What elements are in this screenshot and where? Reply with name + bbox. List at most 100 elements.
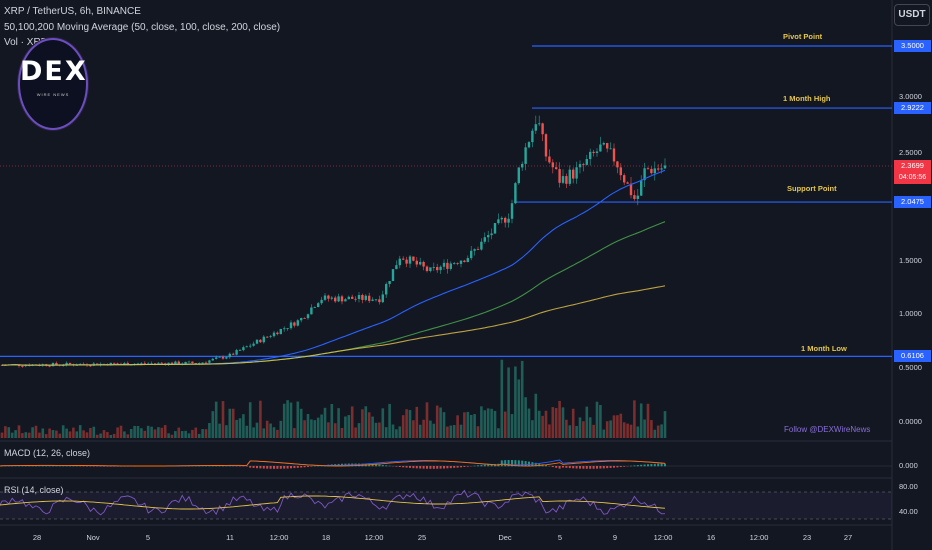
candle-body bbox=[483, 237, 486, 242]
volume-bar bbox=[160, 427, 164, 438]
candle-body bbox=[592, 151, 595, 153]
volume-bar bbox=[449, 425, 453, 438]
volume-bar bbox=[10, 432, 14, 438]
candle-body bbox=[55, 362, 58, 365]
macd-histogram-bar bbox=[504, 460, 507, 467]
macd-line bbox=[0, 459, 666, 467]
candle-body bbox=[235, 350, 238, 355]
candle-body bbox=[113, 362, 116, 364]
macd-histogram-bar bbox=[514, 460, 517, 467]
volume-bar bbox=[68, 431, 72, 438]
time-axis-label: 12:00 bbox=[653, 533, 673, 542]
volume-bar bbox=[157, 427, 160, 438]
volume-bar bbox=[293, 428, 296, 438]
volume-bar bbox=[24, 432, 28, 438]
currency-button[interactable]: USDT bbox=[894, 4, 930, 26]
volume-bar bbox=[619, 413, 623, 438]
volume-bar bbox=[136, 426, 140, 438]
volume-bar bbox=[153, 429, 157, 438]
macd-histogram-bar bbox=[582, 466, 585, 469]
volume-bar bbox=[347, 415, 351, 438]
macd-histogram-bar bbox=[511, 460, 513, 467]
volume-bar bbox=[599, 405, 602, 438]
candle-body bbox=[609, 148, 612, 150]
candle-body bbox=[456, 263, 459, 264]
time-axis-label: 5 bbox=[557, 533, 563, 542]
time-axis-label: 5 bbox=[145, 533, 151, 542]
symbol-title[interactable]: XRP / TetherUS, 6h, BINANCE bbox=[4, 6, 141, 17]
candle-body bbox=[221, 356, 225, 359]
candle-body bbox=[463, 260, 466, 262]
macd-histogram-bar bbox=[568, 466, 571, 469]
macd-histogram-bar bbox=[647, 464, 649, 467]
candle-body bbox=[541, 123, 544, 135]
candle-body bbox=[521, 163, 524, 168]
candle-body bbox=[245, 346, 248, 348]
candle-body bbox=[487, 235, 490, 238]
candle-body bbox=[317, 303, 320, 308]
macd-histogram-bar bbox=[290, 466, 292, 469]
month-low-price-tag: 0.6106 bbox=[894, 350, 931, 362]
volume-bar bbox=[544, 410, 548, 438]
macd-histogram-bar bbox=[31, 465, 34, 467]
candle-body bbox=[228, 353, 231, 358]
volume-bar bbox=[612, 415, 616, 438]
candle-body bbox=[398, 258, 401, 266]
candle-body bbox=[65, 362, 68, 366]
rsi-title[interactable]: RSI (14, close) bbox=[4, 485, 64, 495]
moving-average-legend[interactable]: 50,100,200 Moving Average (50, close, 10… bbox=[4, 22, 281, 33]
volume-bar bbox=[238, 418, 242, 438]
volume-bar bbox=[388, 403, 391, 438]
volume-bar bbox=[429, 420, 432, 438]
volume-bar bbox=[146, 425, 150, 438]
candle-body bbox=[636, 195, 639, 199]
volume-bar bbox=[507, 367, 510, 438]
candle-body bbox=[126, 362, 129, 366]
candle-body bbox=[242, 347, 245, 351]
macd-histogram-bar bbox=[572, 466, 575, 469]
volume-bar bbox=[636, 426, 640, 438]
candle-body bbox=[612, 148, 616, 162]
volume-bar bbox=[41, 428, 45, 438]
macd-title[interactable]: MACD (12, 26, close) bbox=[4, 448, 91, 458]
candle-body bbox=[283, 328, 286, 330]
macd-histogram-bar bbox=[252, 466, 255, 468]
candle-body bbox=[109, 362, 112, 366]
volume-bar bbox=[469, 414, 473, 438]
candle-body bbox=[286, 328, 289, 329]
volume-bar bbox=[646, 403, 650, 438]
macd-histogram-bar bbox=[558, 466, 561, 469]
candle-body bbox=[640, 180, 643, 196]
macd-histogram-bar bbox=[460, 466, 462, 468]
volume-bar bbox=[354, 427, 357, 438]
volume-bar bbox=[184, 430, 187, 438]
macd-histogram-bar bbox=[28, 465, 31, 467]
volume-bar bbox=[656, 425, 660, 438]
macd-histogram-bar bbox=[293, 466, 296, 469]
volume-bar bbox=[660, 424, 663, 438]
macd-histogram-bar bbox=[613, 466, 615, 468]
macd-histogram-bar bbox=[579, 466, 581, 469]
volume-bar bbox=[221, 401, 225, 438]
macd-histogram-bar bbox=[490, 464, 493, 467]
volume-legend[interactable]: Vol · XRP bbox=[4, 37, 48, 48]
rsi-axis-label: 40.00 bbox=[899, 507, 918, 516]
time-axis-label: 12:00 bbox=[749, 533, 769, 542]
volume-bar bbox=[201, 429, 204, 438]
volume-bar bbox=[486, 408, 490, 438]
candle-body bbox=[480, 241, 483, 250]
candle-body bbox=[606, 143, 609, 149]
volume-bar bbox=[412, 420, 415, 438]
candle-body bbox=[589, 151, 592, 160]
candle-body bbox=[527, 142, 531, 148]
dex-wire-news-logo: DEX WIRE NEWS bbox=[18, 38, 88, 130]
volume-bar bbox=[344, 416, 347, 438]
follow-watermark: Follow @DEXWireNews bbox=[784, 425, 871, 434]
candle-body bbox=[650, 168, 653, 174]
candle-body bbox=[595, 151, 599, 153]
volume-bar bbox=[99, 433, 102, 438]
macd-histogram-bar bbox=[443, 466, 445, 469]
candle-body bbox=[330, 297, 333, 299]
